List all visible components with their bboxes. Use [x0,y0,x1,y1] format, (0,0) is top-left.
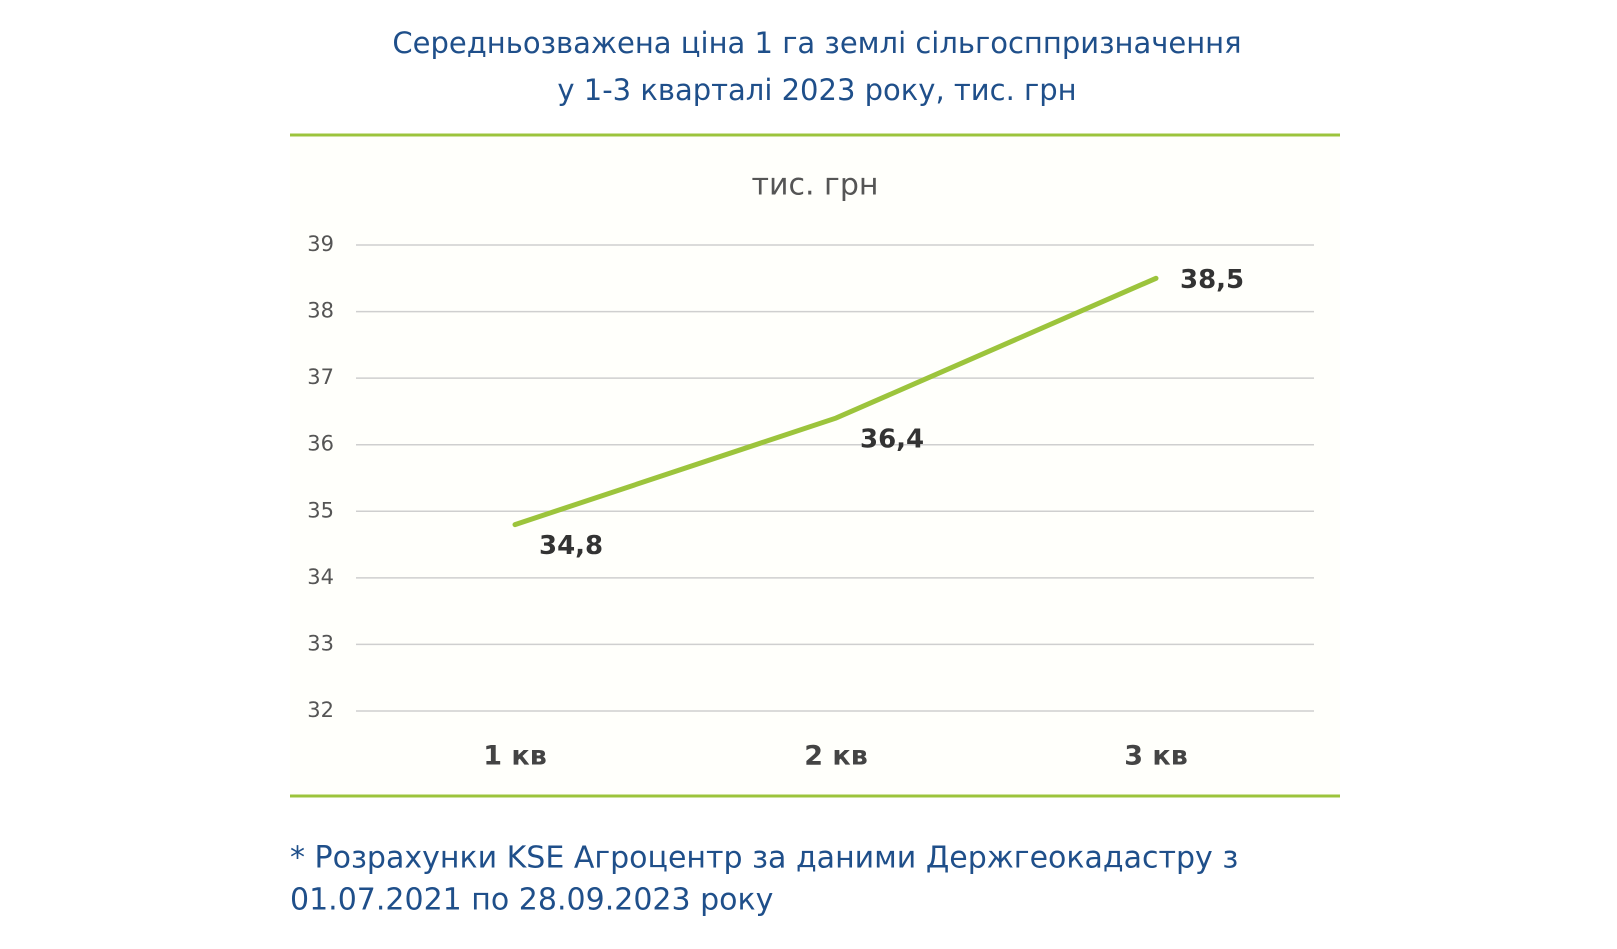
data-line [512,275,1159,528]
data-label: 38,5 [1180,265,1244,295]
y-tick-label: 32 [307,698,334,722]
y-tick-label: 39 [307,232,334,256]
x-tick-label: 3 кв [1124,741,1188,772]
y-tick-label: 38 [307,299,334,323]
chart-title: у 1-3 кварталі 2023 року, тис. грн [557,73,1076,107]
x-tick-label: 2 кв [804,741,868,772]
data-label: 34,8 [539,531,603,561]
y-tick-label: 36 [307,432,334,456]
data-label: 36,4 [860,425,924,455]
y-axis-label: тис. грн [752,168,879,203]
y-tick-label: 35 [307,498,334,522]
x-tick-label: 1 кв [483,741,547,772]
footnote: * Розрахунки KSE Агроцентр за даними Дер… [290,841,1238,876]
footnote: 01.07.2021 по 28.09.2023 року [290,883,773,918]
y-tick-label: 34 [307,565,334,589]
y-tick-label: 37 [307,365,334,389]
chart-title: Середньозважена ціна 1 га землі сільгосп… [392,26,1241,60]
y-tick-label: 33 [307,631,334,655]
plot-background [290,137,1340,796]
